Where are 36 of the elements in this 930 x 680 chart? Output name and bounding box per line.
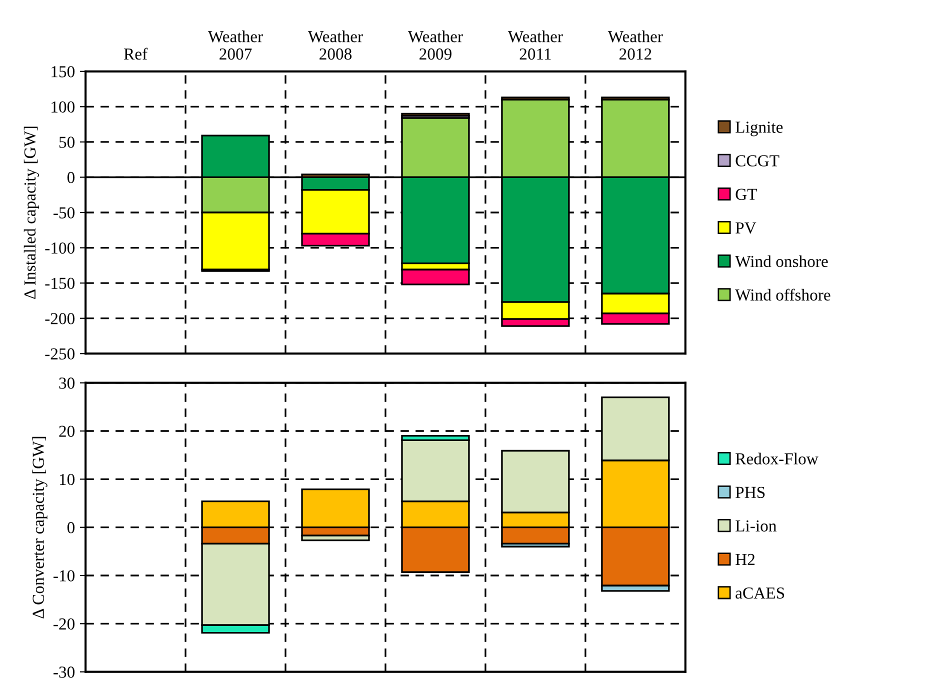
- y-tick-label: 0: [67, 172, 75, 184]
- y-tick-label: 0: [67, 522, 75, 534]
- y-tick-label: -250: [45, 348, 75, 360]
- legend-label: Wind offshore: [735, 288, 830, 301]
- y-axis-title: Δ Converter capacity [GW]: [32, 436, 48, 618]
- bar: [401, 112, 470, 117]
- y-tick-label: -10: [54, 570, 75, 582]
- x-tick-label: Weather 2007: [208, 30, 263, 60]
- y-tick-label: 20: [59, 426, 75, 437]
- x-tick-label: Weather 2012: [608, 30, 663, 60]
- legend-label: Lignite: [736, 122, 783, 136]
- legend-label: Wind onshore: [735, 255, 828, 268]
- legend-label: PHS: [736, 486, 765, 498]
- legend-label: CCGT: [736, 155, 780, 166]
- x-tick-label: Ref: [124, 48, 148, 60]
- y-tick-label: -20: [54, 618, 75, 630]
- y-tick-label: 30: [59, 378, 75, 389]
- y-tick-label: 50: [59, 136, 75, 148]
- legend-label: H2: [736, 554, 755, 565]
- x-tick-label: Weather 2009: [408, 30, 463, 60]
- y-tick-label: -100: [45, 242, 75, 254]
- y-tick-label: -150: [45, 278, 75, 289]
- y-tick-label: 100: [52, 101, 75, 113]
- y-tick-label: -50: [54, 207, 75, 218]
- x-tick-label: Weather 2011: [508, 30, 563, 60]
- legend-label: PV: [736, 222, 756, 234]
- legend-label: GT: [736, 188, 758, 200]
- legend-label: Li-ion: [736, 520, 776, 532]
- y-tick-label: 10: [60, 474, 75, 486]
- y-tick-label: -30: [54, 666, 75, 678]
- y-tick-label: 150: [52, 66, 75, 78]
- legend-label: Redox-Flow: [736, 452, 818, 464]
- x-tick-label: Weather 2008: [308, 30, 363, 60]
- legend-label: aCAES: [736, 587, 784, 599]
- y-axis-title: Δ Installed capacity [GW]: [24, 126, 40, 299]
- y-tick-label: -200: [45, 313, 75, 324]
